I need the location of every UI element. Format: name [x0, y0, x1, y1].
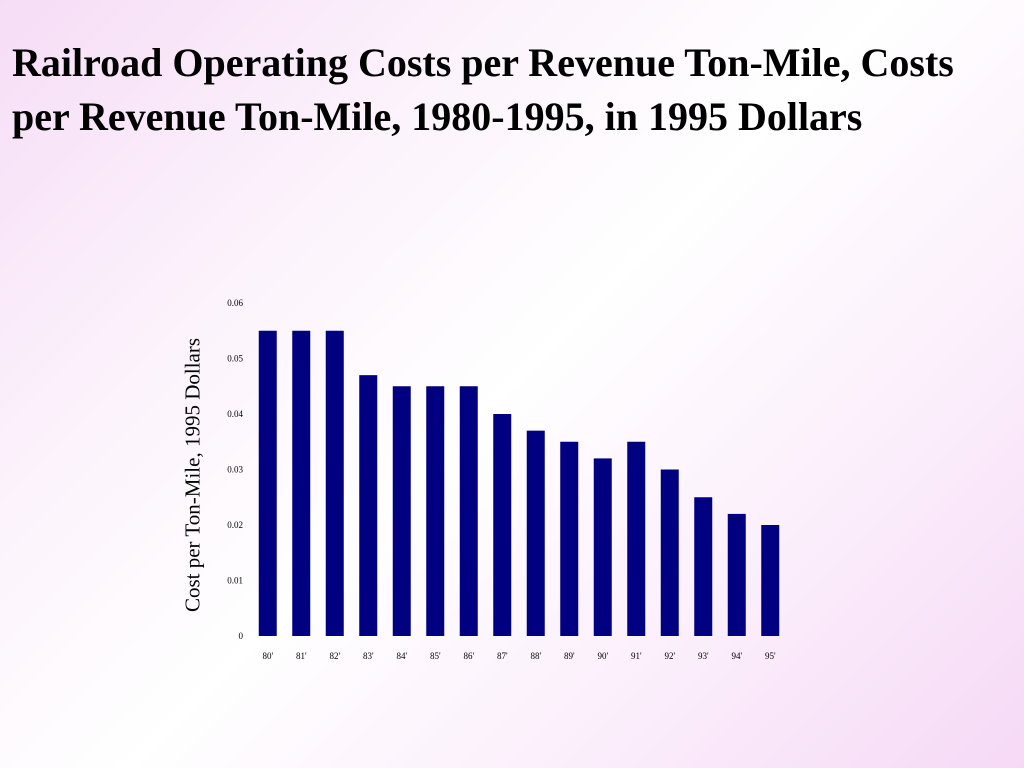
x-tick-label: 87': [497, 651, 508, 661]
y-tick-label: 0.03: [227, 465, 243, 475]
x-tick-label: 90': [597, 651, 608, 661]
bar: [258, 330, 277, 636]
y-tick-label: 0.05: [227, 354, 243, 364]
y-tick-label: 0.04: [227, 409, 243, 419]
x-tick-label: 93': [698, 651, 709, 661]
bar: [359, 375, 378, 636]
y-tick-label: 0: [239, 631, 244, 641]
bar: [526, 430, 545, 636]
y-tick-label: 0.01: [227, 576, 243, 586]
bar: [325, 330, 344, 636]
slide-title: Railroad Operating Costs per Revenue Ton…: [12, 40, 954, 139]
bar: [392, 386, 411, 636]
bar: [493, 414, 512, 636]
x-tick-label: 91': [631, 651, 642, 661]
bars: [258, 330, 780, 636]
x-tick-label: 94': [731, 651, 742, 661]
x-tick-label: 92': [664, 651, 675, 661]
y-tick-label: 0.02: [227, 520, 243, 530]
x-tick-label: 85': [430, 651, 441, 661]
bar: [292, 330, 311, 636]
bar: [660, 469, 679, 636]
x-tick-label: 81': [296, 651, 307, 661]
x-tick-label: 83': [363, 651, 374, 661]
bar: [694, 497, 713, 636]
bar: [459, 386, 478, 636]
x-tick-label: 88': [530, 651, 541, 661]
y-tick-labels: 0 0.01 0.02 0.03 0.04 0.05 0.06: [227, 298, 243, 641]
x-tick-label: 89': [564, 651, 575, 661]
x-tick-labels: 80' 81' 82' 83' 84' 85' 86' 87' 88' 89' 90' 91' 92' 9…: [262, 651, 776, 661]
bar: [426, 386, 445, 636]
x-tick-label: 95': [765, 651, 776, 661]
bar: [761, 525, 780, 636]
x-tick-label: 86': [463, 651, 474, 661]
x-tick-label: 80': [262, 651, 273, 661]
bar: [560, 441, 579, 636]
y-tick-label: 0.06: [227, 298, 243, 308]
bar: [627, 441, 646, 636]
bar: [727, 513, 746, 636]
x-tick-label: 82': [329, 651, 340, 661]
bar: [593, 458, 612, 636]
x-tick-label: 84': [396, 651, 407, 661]
